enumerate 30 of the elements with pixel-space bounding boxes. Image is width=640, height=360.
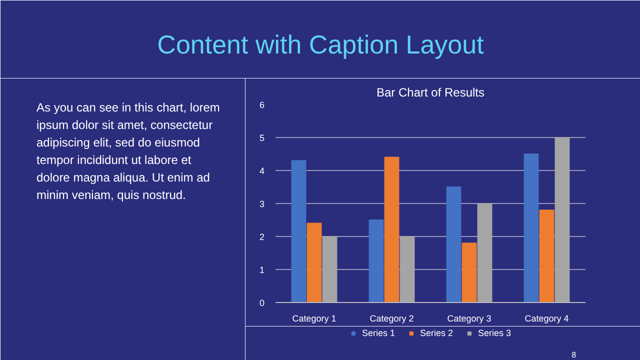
bar [306,222,322,302]
y-tick-label: 0 [259,298,265,308]
bar [539,210,554,302]
text: As you can see in this chart, lorem ipsum dolor sit amet, consectetur adipiscing elit, sed do eiusmod tempor incididunt ut labore et dolore magna aliqua. Ut enim ad minim veniam, quis nostrud. [36,100,220,202]
bar [477,203,492,302]
legend-label: Series 1 [362,328,395,338]
bar [368,220,384,302]
legend-label: Series 3 [478,328,512,338]
bar [384,156,400,302]
y-tick-label: 3 [259,199,265,209]
y-tick-label: 6 [259,100,265,110]
y-tick-label: 5 [259,133,265,143]
x-tick-label: Category 2 [370,314,414,324]
y-tick-label: 4 [259,166,265,176]
bar [524,154,539,302]
bar [446,186,462,302]
bar [462,242,477,302]
bar [554,137,570,302]
y-tick-label: 1 [259,265,265,275]
text: 8 [572,350,577,360]
text: Content with Caption Layout [157,30,485,60]
bar [400,236,415,302]
chart-title: Bar Chart of Results [376,86,485,100]
bar [322,236,338,302]
legend-label: Series 2 [420,328,454,338]
x-tick-label: Category 4 [524,314,569,324]
y-tick-label: 2 [259,232,265,242]
bar [291,160,306,302]
x-tick-label: Category 1 [292,314,336,324]
x-tick-label: Category 3 [447,314,492,324]
